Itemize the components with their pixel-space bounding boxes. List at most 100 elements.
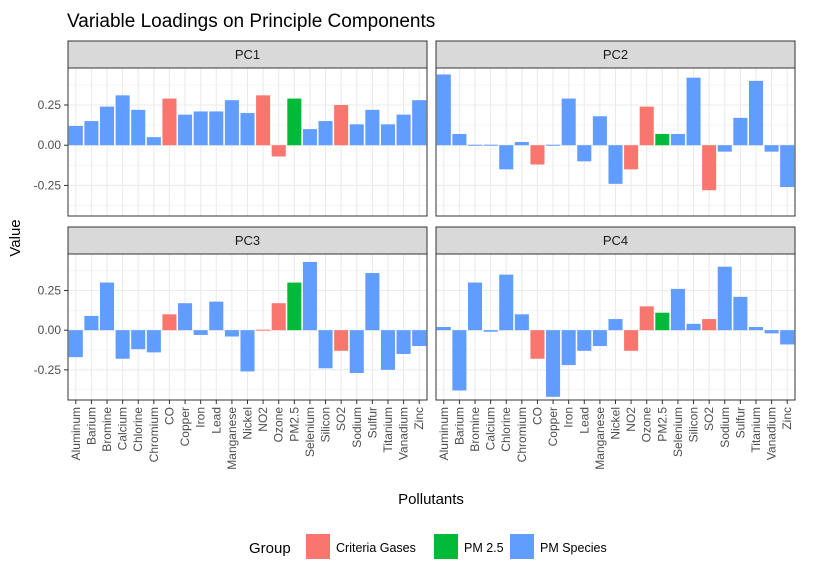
- bar-pc3-zinc: [412, 330, 427, 347]
- legend-swatch: [434, 534, 458, 559]
- chart-title: Variable Loadings on Principle Component…: [67, 11, 435, 32]
- bar-pc4-aluminum: [436, 327, 451, 331]
- bar-pc1-nickel: [240, 113, 255, 146]
- legend-label: PM Species: [540, 541, 607, 555]
- x-tick-label: Manganese: [225, 407, 239, 470]
- panel-pc2: PC2: [435, 40, 796, 217]
- x-tick-label: NO2: [256, 407, 270, 432]
- bar-pc3-ozone: [271, 303, 286, 331]
- y-tick-label: -0.25: [34, 363, 62, 377]
- bar-pc4-manganese: [592, 330, 607, 347]
- bar-pc3-barium: [84, 315, 99, 331]
- bar-pc3-aluminum: [68, 330, 83, 358]
- x-axis-title: Pollutants: [398, 491, 464, 508]
- y-tick-label: 0.00: [38, 323, 62, 337]
- bar-pc1-sodium: [349, 124, 364, 146]
- bar-pc4-no2: [624, 330, 639, 351]
- bar-pc3-calcium: [115, 330, 130, 359]
- bar-pc3-vanadium: [396, 330, 411, 354]
- legend-item: PM 2.5: [434, 534, 504, 559]
- bar-pc3-selenium: [302, 261, 317, 331]
- bar-pc2-titanium: [748, 80, 764, 146]
- bar-pc4-co: [530, 330, 545, 359]
- x-tick-label: Sodium: [350, 407, 364, 448]
- x-tick-label: Calcium: [484, 407, 498, 450]
- legend-swatch: [510, 534, 534, 559]
- bar-pc3-sulfur: [365, 273, 380, 331]
- bar-pc4-titanium: [748, 327, 764, 331]
- bar-pc4-iron: [561, 330, 576, 366]
- bar-pc1-sulfur: [365, 109, 380, 146]
- facet-panels: PC1 -0.25 0.00 0.25 PC2 PC3 -0.25 0.00 0.25 PC4: [34, 40, 796, 401]
- x-tick-label: Calcium: [116, 407, 130, 450]
- x-tick-label: Aluminum: [69, 407, 83, 460]
- x-tick-label: Selenium: [671, 407, 685, 457]
- bar-pc1-silicon: [318, 121, 333, 146]
- x-tick-label: Ozone: [640, 407, 654, 443]
- y-axis-title: Value: [7, 219, 24, 256]
- legend-title: Group: [249, 540, 291, 557]
- facet-strip: [435, 226, 796, 255]
- bar-pc4-lead: [577, 330, 592, 351]
- bar-pc2-pm25: [655, 133, 670, 146]
- bar-pc4-so2: [702, 319, 717, 331]
- bar-pc1-lead: [209, 111, 224, 146]
- bar-pc4-selenium: [670, 288, 685, 331]
- bar-pc1-iron: [193, 111, 208, 146]
- bar-pc2-aluminum: [436, 74, 451, 146]
- bar-pc4-vanadium: [764, 330, 779, 334]
- bar-pc3-copper: [178, 303, 193, 331]
- bar-pc1-vanadium: [396, 114, 411, 146]
- bar-pc2-manganese: [592, 116, 607, 146]
- x-tick-label: Nickel: [609, 407, 623, 440]
- panel-pc1: PC1 -0.25 0.00 0.25: [34, 40, 428, 217]
- bar-pc3-bromine: [99, 282, 115, 331]
- bar-pc2-copper: [546, 144, 561, 146]
- bar-pc2-chlorine: [499, 145, 514, 170]
- bar-pc1-bromine: [99, 106, 115, 146]
- x-tick-label: Copper: [178, 407, 192, 446]
- bar-pc3-no2: [256, 329, 271, 331]
- bar-pc1-manganese: [224, 100, 239, 146]
- bar-pc2-barium: [452, 133, 467, 146]
- bar-pc3-chromium: [146, 330, 161, 353]
- bar-pc1-no2: [256, 95, 271, 146]
- x-tick-label: Chlorine: [499, 407, 513, 452]
- bar-pc2-sulfur: [733, 117, 748, 146]
- bar-pc4-sulfur: [733, 296, 748, 331]
- bar-pc3-so2: [334, 330, 349, 351]
- bar-pc2-calcium: [483, 144, 498, 146]
- x-tick-label: Manganese: [593, 407, 607, 470]
- x-tick-label: Aluminum: [437, 407, 451, 460]
- bar-pc3-pm25: [287, 282, 302, 331]
- bar-pc2-silicon: [686, 77, 701, 146]
- bar-pc1-calcium: [115, 95, 130, 146]
- bar-pc1-titanium: [380, 124, 396, 146]
- bar-pc2-ozone: [639, 106, 654, 146]
- x-tick-label: Chromium: [515, 407, 529, 462]
- x-tick-label: Ozone: [272, 407, 286, 443]
- legend-swatch: [306, 534, 330, 559]
- bar-pc1-barium: [84, 121, 99, 146]
- bar-pc4-zinc: [780, 330, 795, 345]
- x-tick-label: Zinc: [412, 407, 426, 430]
- bar-pc1-chromium: [146, 137, 161, 146]
- bar-pc4-barium: [452, 330, 467, 391]
- x-tick-label: Titanium: [381, 407, 395, 453]
- x-tick-label: Chromium: [147, 407, 161, 462]
- x-tick-label: Silicon: [319, 407, 333, 442]
- y-tick-label: 0.25: [38, 284, 62, 298]
- facet-label: PC2: [603, 47, 628, 62]
- bar-pc4-calcium: [483, 330, 498, 332]
- panel-border: [67, 67, 428, 217]
- bar-pc4-sodium: [717, 266, 732, 331]
- bar-pc2-selenium: [670, 133, 685, 146]
- bar-pc1-chlorine: [131, 109, 146, 146]
- x-tick-label: CO: [530, 407, 544, 425]
- x-tick-label: Titanium: [749, 407, 763, 453]
- bar-pc1-co: [162, 98, 177, 146]
- bar-pc4-pm25: [655, 312, 670, 331]
- x-tick-label: Selenium: [303, 407, 317, 457]
- bar-pc2-chromium: [514, 142, 529, 146]
